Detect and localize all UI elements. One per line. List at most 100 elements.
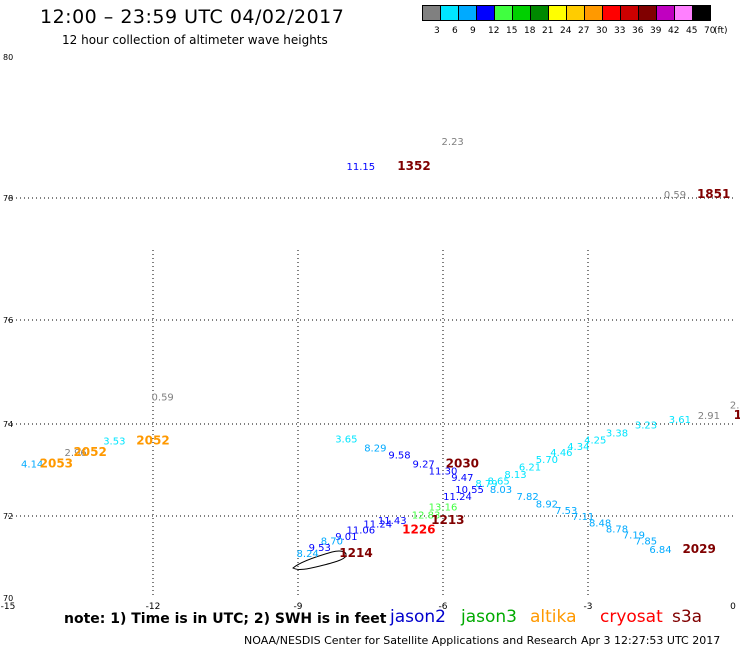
wave-height-label: 7.85 (635, 537, 657, 548)
legend-swatch (692, 5, 711, 21)
legend-label: 9 (470, 26, 476, 36)
wave-height-label: 9.53 (309, 543, 331, 554)
wave-height-label: 8.24 (297, 549, 319, 560)
map-subtitle: 12 hour collection of altimeter wave hei… (62, 33, 328, 47)
wave-height-label: 6.21 (519, 462, 541, 473)
pass-time-label: 2029 (682, 542, 715, 556)
pass-time-label: 2052 (136, 434, 169, 448)
wave-height-label: 4.46 (550, 448, 572, 459)
wave-height-label: 8.92 (536, 500, 558, 511)
pass-time-label: 1213 (431, 513, 464, 527)
wave-height-label: 8.48 (589, 519, 611, 530)
wave-height-label: 7.53 (555, 506, 577, 517)
wave-height-label: 11.15 (347, 162, 376, 173)
wave-height-label: 8.65 (487, 477, 509, 488)
pass-time-label: 1226 (402, 523, 435, 537)
lat-label: 74 (3, 420, 13, 429)
wave-height-label: 3.53 (103, 437, 125, 448)
lon-label: -12 (146, 602, 161, 612)
pass-time-label: 1851 (697, 187, 730, 201)
wave-height-label: 9.27 (413, 460, 435, 471)
legend-label: 21 (542, 26, 554, 36)
satellite-legend-entry: jason3 (461, 607, 517, 627)
wave-height-label: 9.47 (451, 473, 473, 484)
wave-height-label: 8.70 (321, 537, 343, 548)
lat-label: 70 (3, 594, 13, 603)
lat-label: 72 (3, 512, 13, 521)
legend-label: 24 (560, 26, 572, 36)
pass-time-label: 2053 (40, 457, 73, 471)
jan-mayen-island-outline (292, 550, 347, 570)
wave-height-label: 10.55 (455, 485, 484, 496)
wave-height-label: 11.24 (363, 519, 392, 530)
legend-label: 45 (686, 26, 698, 36)
pass-time-label: 1352 (397, 159, 430, 173)
legend-label: 39 (650, 26, 662, 36)
legend-unit: (ft) (714, 26, 728, 36)
wave-height-label: 7.19 (623, 531, 645, 542)
wave-height-label: 2.91 (698, 411, 720, 422)
wave-height-label: 3.38 (606, 428, 628, 439)
legend-label: 27 (578, 26, 590, 36)
wave-height-label: 2.3 (730, 400, 740, 411)
pass-time-label: 2052 (73, 445, 106, 459)
legend-label: 3 (434, 26, 440, 36)
legend-label: 70 (704, 26, 716, 36)
wave-height-label: 5.70 (536, 455, 558, 466)
legend-label: 18 (524, 26, 536, 36)
wave-height-label: 2.96 (65, 448, 87, 459)
lon-label: -15 (1, 602, 16, 612)
units-note: note: 1) Time is in UTC; 2) SWH is in fe… (64, 611, 387, 627)
legend-label: 33 (614, 26, 626, 36)
wave-height-label: 2.23 (442, 137, 464, 148)
lon-label: -3 (584, 602, 593, 612)
wave-height-label: 8.03 (490, 485, 512, 496)
lon-label: -6 (439, 602, 448, 612)
wave-height-label: 4.25 (584, 435, 606, 446)
legend-label: 42 (668, 26, 680, 36)
wave-height-label: 3.65 (335, 434, 357, 445)
wave-height-label: 7.82 (516, 492, 538, 503)
wave-height-label: 8.13 (504, 470, 526, 481)
wave-height-label: 12.83 (412, 510, 441, 521)
wave-height-label: 4.34 (567, 442, 589, 453)
wave-height-label: 9.58 (388, 451, 410, 462)
legend-label: 12 (488, 26, 500, 36)
lat-label: 78 (3, 194, 13, 203)
legend-label: 15 (506, 26, 518, 36)
legend-label: 6 (452, 26, 458, 36)
satellite-legend-entry: jason2 (390, 607, 446, 627)
legend-label: 30 (596, 26, 608, 36)
wave-height-label: 0.59 (152, 393, 174, 404)
satellite-legend-entry: cryosat (600, 607, 663, 627)
pass-time-label: 1 (734, 408, 740, 422)
lon-label: 0 (730, 602, 736, 612)
wave-height-label: 11.30 (429, 467, 458, 478)
lon-label: -9 (294, 602, 303, 612)
pass-time-label: 1214 (339, 546, 372, 560)
wave-height-label: 8.29 (364, 444, 386, 455)
wave-height-label: 13.16 (429, 502, 458, 513)
lat-label: 76 (3, 316, 13, 325)
wave-height-label: 8.79 (475, 479, 497, 490)
wave-height-label: 3.23 (635, 421, 657, 432)
wave-height-label: 3.61 (669, 415, 691, 426)
map-title: 12:00 – 23:59 UTC 04/02/2017 (40, 6, 345, 28)
generated-timestamp: Apr 3 12:27:53 UTC 2017 (581, 634, 721, 647)
satellite-legend-entry: altika (530, 607, 577, 627)
wave-height-label: 6.84 (649, 545, 671, 556)
wave-height-label: 9.01 (335, 532, 357, 543)
wave-height-label: 0.59 (664, 190, 686, 201)
pass-time-label: 2030 (446, 457, 479, 471)
legend-label: 36 (632, 26, 644, 36)
wave-height-label: 8.78 (606, 524, 628, 535)
wave-height-label: 11.43 (378, 516, 407, 527)
wave-height-label: 7.11 (572, 512, 594, 523)
satellite-legend-entry: s3a (672, 607, 703, 627)
wave-height-label: 4.14 (21, 460, 43, 471)
wave-height-label: 11.06 (347, 526, 376, 537)
wave-height-label: 11.24 (443, 492, 472, 503)
lat-label: 80 (3, 53, 13, 62)
credit-line: NOAA/NESDIS Center for Satellite Applica… (244, 634, 578, 647)
